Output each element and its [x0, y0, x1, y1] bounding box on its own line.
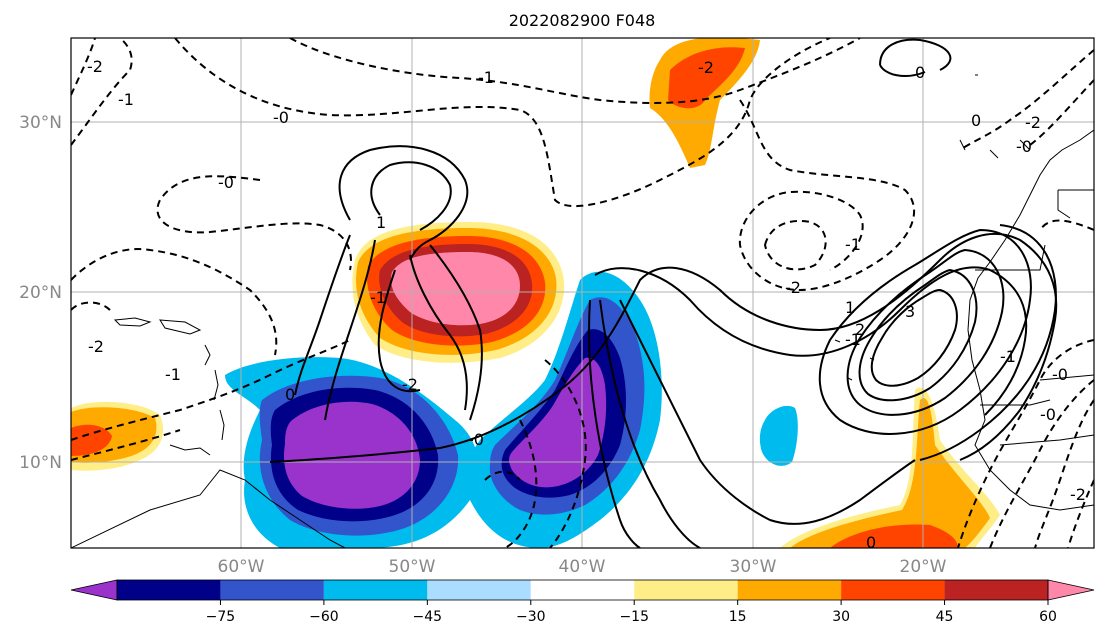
colorbar-swatch	[117, 580, 221, 600]
lat-tick-label: 10°N	[19, 453, 62, 473]
map-area: -2 -1 -0 -0 -1 -2 -1 -0 1 -1 0 -2 -2 -1 …	[71, 38, 1094, 552]
figure-title: 2022082900 F048	[509, 11, 656, 30]
contour-label: 2	[855, 320, 865, 339]
lon-tick-label: 60°W	[218, 557, 265, 577]
map-frame	[70, 37, 1095, 549]
contour-label: -0	[1016, 137, 1032, 156]
negative-region	[759, 405, 798, 466]
colorbar-frame	[116, 579, 1049, 601]
contour-label: -2	[402, 375, 418, 394]
colorbar-tick-label: −45	[413, 609, 443, 625]
lon-tick-label: 30°W	[730, 557, 777, 577]
positive-region	[71, 424, 112, 456]
contour-label: -2	[1025, 113, 1041, 132]
lat-tick-label: 30°N	[19, 113, 62, 133]
colorbar-swatch	[427, 580, 531, 600]
contour-label: -0	[273, 108, 289, 127]
contour-label: -2	[88, 337, 104, 356]
colorbar-swatch	[737, 580, 842, 600]
lat-tick-label: 20°N	[19, 283, 62, 303]
colorbar-swatch	[220, 580, 324, 600]
colorbar-extend-low	[70, 579, 118, 601]
contour-label: 0	[866, 533, 876, 552]
colorbar: −75−60−45−30−151530456075	[70, 579, 1095, 625]
positive-region	[830, 524, 958, 548]
latitude-labels: 30°N 20°N 10°N	[19, 113, 62, 473]
contour-label: -2	[1070, 485, 1086, 504]
lon-tick-label: 20°W	[900, 557, 947, 577]
contour-label: -1	[845, 235, 861, 254]
contour-label: -1	[478, 68, 494, 87]
contour-label: -0	[468, 430, 484, 449]
colorbar-swatch	[944, 580, 1048, 600]
contour-label: -0	[1052, 365, 1068, 384]
contour-label: -1	[165, 365, 181, 384]
contour-label: -1	[1000, 347, 1016, 366]
contour-label: -1	[370, 288, 386, 307]
positive-region	[390, 252, 520, 326]
contour-label: 3	[905, 302, 915, 321]
contour-label: -2	[698, 58, 714, 77]
colorbar-tick-label: −30	[516, 609, 546, 625]
positive-region	[790, 398, 990, 548]
negative-region	[283, 401, 420, 509]
contour-label: 0	[285, 385, 295, 404]
colorbar-tick-label: −60	[309, 609, 339, 625]
colorbar-swatch	[841, 580, 945, 600]
colorbar-tick-label: 15	[729, 609, 747, 625]
contour-labels: -2 -1 -0 -0 -1 -2 -1 -0 1 -1 0 -2 -2 -1 …	[87, 57, 1086, 552]
colorbar-swatch	[323, 580, 428, 600]
contour-label: -1	[845, 330, 861, 349]
colorbar-swatch	[530, 580, 635, 600]
contour-label: -2	[87, 57, 103, 76]
colorbar-tick-label: −75	[206, 609, 236, 625]
contour-label: 1	[376, 213, 386, 232]
contour-label: 1	[845, 298, 855, 317]
contour-label: -2	[785, 278, 801, 297]
contour-label: -0	[218, 173, 234, 192]
colorbar-tick-label: 60	[1039, 609, 1057, 625]
contour-label: 0	[915, 63, 925, 82]
colorbar-tick-label: −15	[619, 609, 649, 625]
contour-label: 0	[971, 111, 981, 130]
lon-tick-label: 40°W	[559, 557, 606, 577]
coastlines	[71, 74, 1094, 548]
colorbar-tick-label: 30	[832, 609, 850, 625]
contour-label: -1	[118, 90, 134, 109]
contour-lines	[71, 38, 1094, 548]
contour-label: -0	[1040, 405, 1056, 424]
colorbar-tick-label: 45	[936, 609, 954, 625]
lon-tick-label: 50°W	[389, 557, 436, 577]
colorbar-extend-high	[1047, 579, 1095, 601]
colorbar-swatch	[634, 580, 738, 600]
positive-region	[668, 47, 745, 109]
longitude-labels: 60°W 50°W 40°W 30°W 20°W	[218, 557, 947, 577]
